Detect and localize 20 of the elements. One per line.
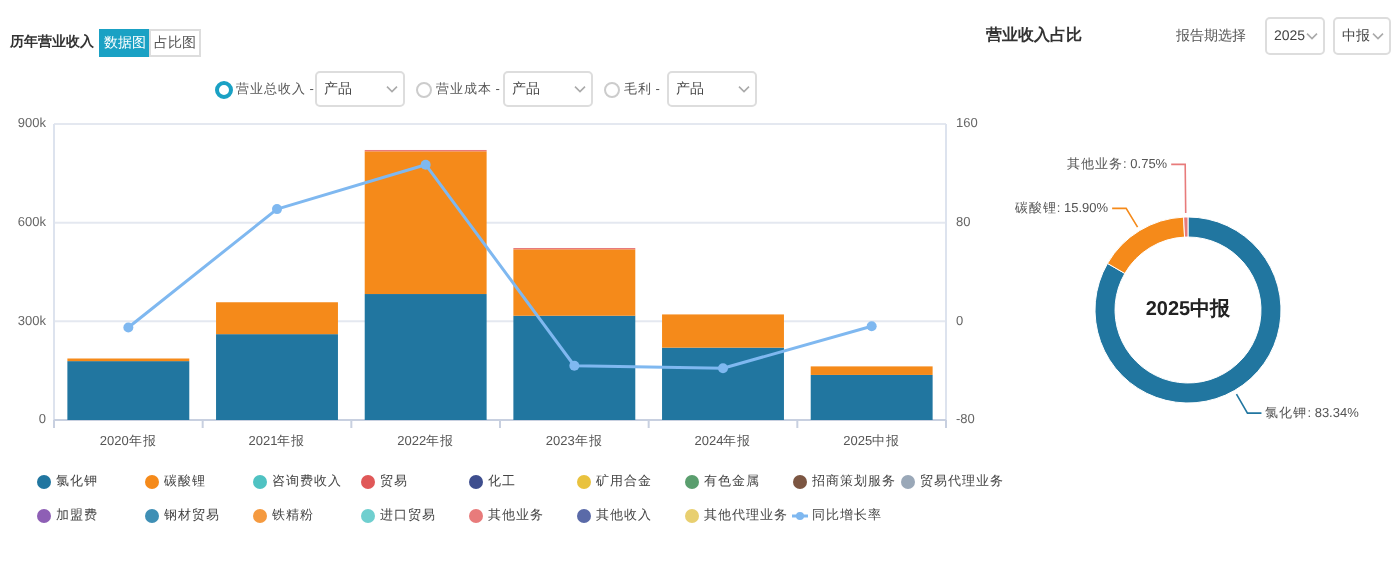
point: [569, 360, 580, 371]
point: [420, 159, 431, 170]
donut-slice: [1094, 216, 1282, 404]
bar: [216, 302, 338, 335]
chart-title: 营业收入占比: [984, 26, 1082, 45]
bar: [810, 366, 933, 375]
point: [866, 321, 877, 332]
bar: [513, 315, 636, 420]
point: [123, 322, 134, 333]
bar: [67, 361, 190, 420]
bar: [810, 374, 933, 420]
bar: [364, 151, 487, 295]
point: [272, 204, 282, 215]
text: 2025中报: [1145, 297, 1233, 322]
bar: [216, 334, 338, 420]
bar: [364, 294, 487, 420]
bar: [662, 314, 784, 348]
point: [718, 363, 728, 374]
bar: [513, 249, 636, 316]
bar: [662, 347, 784, 420]
